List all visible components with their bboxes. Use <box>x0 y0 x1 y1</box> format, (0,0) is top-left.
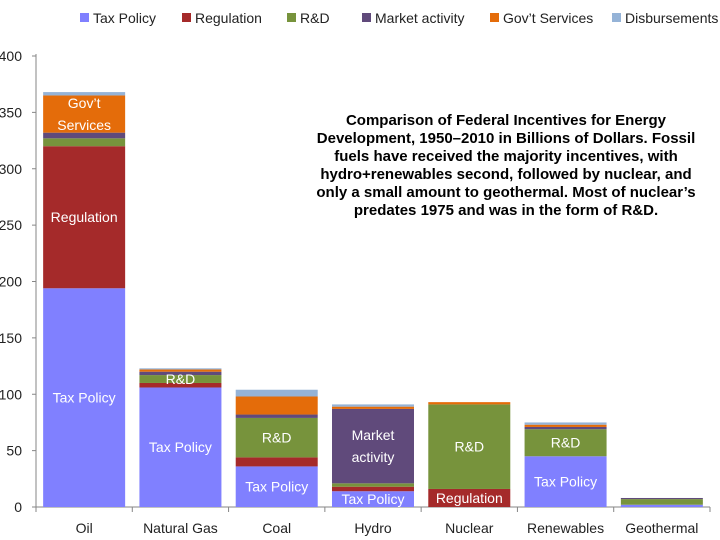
bar-hydro-market-activity <box>332 408 414 484</box>
legend-swatch <box>182 13 191 22</box>
bar-coal-tax-policy <box>235 466 318 507</box>
y-tick-label: 300 <box>0 161 22 177</box>
bar-oil-tax-policy <box>43 288 126 507</box>
bar-hydro-disbursements <box>332 404 414 407</box>
data-label-renewables-tax-policy: Tax Policy <box>534 474 597 490</box>
bar-renewables-market-activity <box>524 426 607 430</box>
bar-coal-market-activity <box>235 414 318 418</box>
y-tick-label: 0 <box>14 499 22 515</box>
bar-coal-regulation <box>235 457 318 467</box>
y-tick-label: 150 <box>0 330 22 346</box>
bar-nuclear-r-d <box>428 404 511 489</box>
data-label-natural-gas-r-d: R&D <box>166 371 196 387</box>
bar-oil-market-activity <box>43 132 126 139</box>
bar-oil-gov-t-services <box>43 95 126 133</box>
bar-nuclear-regulation <box>428 488 511 507</box>
data-label-nuclear-regulation: Regulation <box>436 490 503 506</box>
data-label-nuclear-r-d: R&D <box>455 439 485 455</box>
x-tick-label: Coal <box>262 520 291 536</box>
legend-item-regulation: Regulation <box>182 10 262 26</box>
legend-label: Regulation <box>195 10 262 26</box>
y-tick-label: 50 <box>6 443 22 459</box>
legend-item-gov-t-services: Gov’t Services <box>490 10 593 26</box>
y-tick-label: 400 <box>0 48 22 64</box>
chart-legend: Tax Policy Regulation R&D Market activity Go… <box>0 0 720 40</box>
bar-oil-disbursements <box>43 92 126 96</box>
y-tick-label: 100 <box>0 386 22 402</box>
legend-swatch <box>80 13 89 22</box>
data-label-natural-gas-tax-policy: Tax Policy <box>149 439 212 455</box>
x-tick-label: Geothermal <box>625 520 698 536</box>
legend-label: Market activity <box>375 10 465 26</box>
data-label-renewables-r-d: R&D <box>551 435 581 451</box>
bar-hydro-tax-policy <box>332 491 414 507</box>
x-tick-label: Renewables <box>527 520 604 536</box>
bar-hydro-r-d <box>332 483 414 487</box>
bar-oil-regulation <box>43 146 126 289</box>
bar-natural-gas-gov-t-services <box>139 369 222 372</box>
legend-label: Disbursements <box>625 10 719 26</box>
legend-label: Tax Policy <box>93 10 157 26</box>
bar-hydro-gov-t-services <box>332 406 414 409</box>
y-tick-label: 350 <box>0 104 22 120</box>
bar-natural-gas-tax-policy <box>139 387 222 507</box>
data-label-oil-regulation: Regulation <box>51 209 118 225</box>
legend-item-r-d: R&D <box>287 10 330 26</box>
legend-swatch <box>612 13 621 22</box>
bar-geothermal-r-d <box>620 499 703 505</box>
legend-swatch <box>287 13 296 22</box>
legend-item-disbursements: Disbursements <box>612 10 718 26</box>
data-label-coal-tax-policy: Tax Policy <box>245 479 308 495</box>
legend-item-market-activity: Market activity <box>362 10 464 26</box>
legend-item-tax-policy: Tax Policy <box>80 10 156 26</box>
legend-swatch <box>490 13 499 22</box>
chart-annotation: Comparison of Federal Incentives for Ene… <box>316 112 696 219</box>
bar-renewables-tax-policy <box>524 456 607 507</box>
x-tick-label: Nuclear <box>445 520 494 536</box>
legend-swatch <box>362 13 371 22</box>
bar-renewables-disbursements <box>524 422 607 425</box>
bar-natural-gas-r-d <box>139 375 222 383</box>
x-tick-label: Natural Gas <box>143 520 218 536</box>
x-tick-label: Hydro <box>354 520 392 536</box>
bar-coal-r-d <box>235 417 318 458</box>
data-label-oil-gov-t-services: Gov’t Services <box>57 95 111 133</box>
bar-oil-r-d <box>43 138 126 147</box>
bar-renewables-gov-t-services <box>524 424 607 427</box>
bar-natural-gas-market-activity <box>139 371 222 376</box>
y-tick-label: 250 <box>0 217 22 233</box>
data-label-oil-tax-policy: Tax Policy <box>53 390 116 406</box>
bar-hydro-regulation <box>332 486 414 492</box>
bar-geothermal-tax-policy <box>620 504 703 507</box>
bar-coal-disbursements <box>235 389 318 397</box>
legend-label: R&D <box>300 10 330 26</box>
x-tick-label: Oil <box>76 520 93 536</box>
bar-natural-gas-disbursements <box>139 368 222 370</box>
legend-label: Gov’t Services <box>503 10 594 26</box>
bar-renewables-r-d <box>524 429 607 457</box>
bar-coal-gov-t-services <box>235 396 318 415</box>
y-tick-label: 200 <box>0 274 22 290</box>
data-label-hydro-tax-policy: Tax Policy <box>341 491 404 507</box>
bar-natural-gas-regulation <box>139 382 222 388</box>
bar-geothermal-market-activity <box>620 497 703 500</box>
data-label-hydro-market-activity: Market activity <box>352 427 395 465</box>
data-label-coal-r-d: R&D <box>262 430 292 446</box>
bar-nuclear-gov-t-services <box>428 402 511 405</box>
